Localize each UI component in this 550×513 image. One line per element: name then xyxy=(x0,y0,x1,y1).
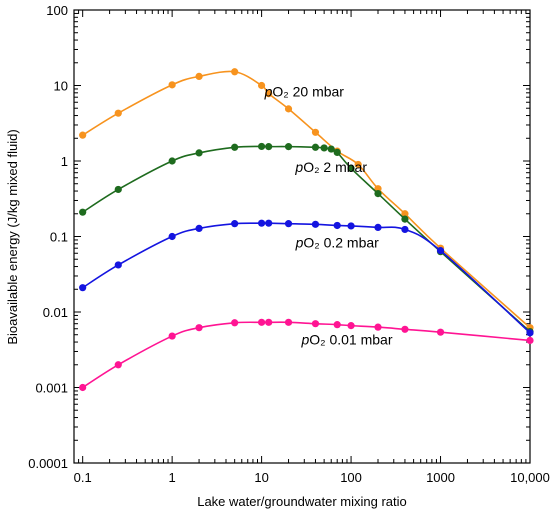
x-tick-label: 0.1 xyxy=(74,470,92,485)
data-point xyxy=(347,164,355,172)
data-point xyxy=(347,322,355,330)
data-point xyxy=(114,261,122,269)
y-tick-label: 10 xyxy=(54,79,68,94)
y-tick-label: 0.01 xyxy=(43,305,68,320)
data-point xyxy=(374,323,382,331)
series-label: pO₂ 2 mbar xyxy=(294,159,367,175)
data-point xyxy=(265,90,273,98)
data-point xyxy=(401,325,409,333)
data-point xyxy=(231,319,239,327)
data-point xyxy=(265,318,273,326)
data-point xyxy=(79,131,87,139)
data-point xyxy=(258,142,266,151)
data-point xyxy=(374,185,382,193)
data-point xyxy=(114,185,122,194)
x-tick-label: 10 xyxy=(254,470,268,485)
data-point xyxy=(114,361,122,369)
y-tick-label: 0.0001 xyxy=(28,456,68,471)
data-point xyxy=(311,220,320,228)
data-point xyxy=(333,221,341,230)
data-point xyxy=(333,148,341,156)
data-point xyxy=(526,336,534,345)
y-axis-title: Bioavailable energy (J/kg mixed fluid) xyxy=(5,129,20,344)
data-point xyxy=(258,219,266,227)
data-point xyxy=(436,328,445,336)
y-tick-label: 1 xyxy=(61,154,68,169)
ticks: 0.1 1 10 100 1000 10,000 0.0001 0.001 0.01 0.1 1 10… xyxy=(28,3,550,485)
data-point xyxy=(311,320,320,328)
data-point xyxy=(258,318,266,326)
data-point xyxy=(401,225,409,234)
data-point xyxy=(311,128,320,136)
data-point xyxy=(168,232,176,241)
series-0 xyxy=(79,68,534,332)
data-point xyxy=(436,247,445,255)
data-point xyxy=(311,143,320,151)
data-point xyxy=(168,332,176,340)
x-tick-label: 1000 xyxy=(426,470,455,485)
x-axis-title: Lake water/groundwater mixing ratio xyxy=(197,494,407,509)
data-point xyxy=(79,383,87,392)
data-point xyxy=(354,160,362,169)
x-tick-label: 100 xyxy=(340,470,362,485)
series-label: pO₂ 0.01 mbar xyxy=(300,332,392,348)
series-layer xyxy=(79,68,534,392)
labels-layer: pO₂ 20 mbar pO₂ 2 mbar pO₂ 0.2 mbar pO₂ 0.0… xyxy=(264,83,393,347)
data-point xyxy=(284,143,293,151)
data-point xyxy=(195,149,203,157)
data-point xyxy=(258,81,266,90)
data-point xyxy=(284,220,293,228)
series-3 xyxy=(79,318,534,392)
data-point xyxy=(401,215,409,223)
series-label: pO₂ 20 mbar xyxy=(264,83,345,99)
data-point xyxy=(401,210,409,218)
data-point xyxy=(333,321,341,329)
data-point xyxy=(320,144,328,152)
series-label: pO₂ 0.2 mbar xyxy=(295,234,380,250)
data-point xyxy=(114,109,122,117)
y-tick-label: 0.1 xyxy=(50,230,68,245)
data-point xyxy=(231,68,239,76)
data-point xyxy=(195,72,203,80)
data-point xyxy=(79,208,87,216)
data-point xyxy=(195,224,203,233)
y-tick-label: 100 xyxy=(46,3,68,18)
x-tick-label: 1 xyxy=(169,470,176,485)
data-point xyxy=(347,222,355,230)
data-point xyxy=(374,223,382,231)
data-point xyxy=(526,329,534,337)
data-point xyxy=(265,143,273,151)
data-point xyxy=(168,81,176,89)
data-point xyxy=(327,145,335,153)
data-point xyxy=(374,190,382,198)
x-tick-label: 10,000 xyxy=(510,470,550,485)
data-point xyxy=(195,324,203,332)
data-point xyxy=(284,105,293,113)
data-point xyxy=(79,284,87,292)
data-point xyxy=(231,220,239,228)
series-line xyxy=(82,70,531,329)
data-point xyxy=(168,157,176,165)
data-point xyxy=(265,219,273,227)
data-point xyxy=(284,318,293,326)
y-tick-label: 0.001 xyxy=(35,381,68,396)
data-point xyxy=(231,143,239,151)
series-2 xyxy=(79,219,534,337)
